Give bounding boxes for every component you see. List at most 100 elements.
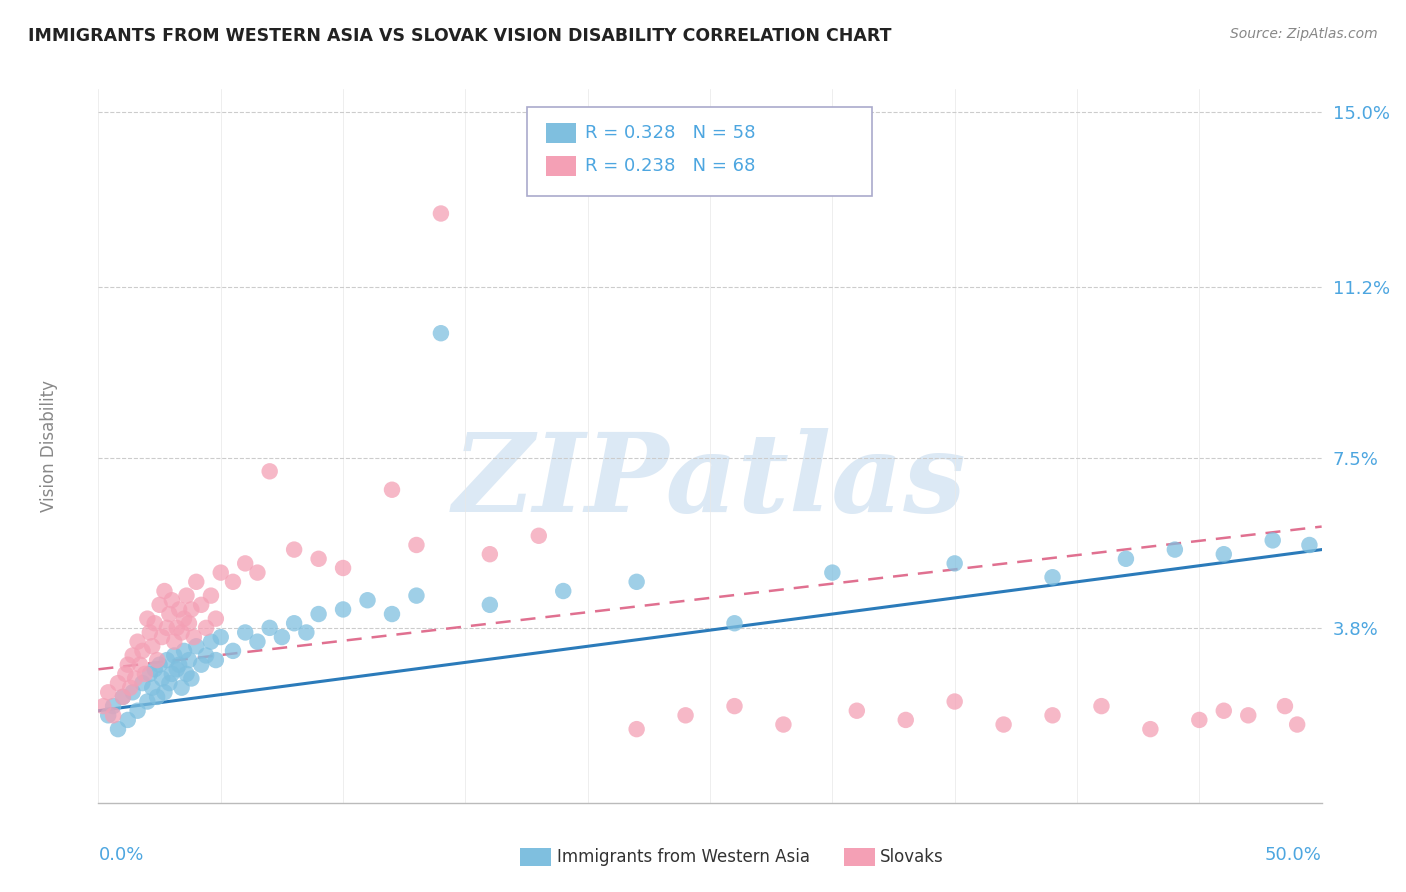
Point	[111, 690, 134, 704]
Text: Slovaks: Slovaks	[880, 848, 943, 866]
Point	[723, 616, 745, 631]
Point	[157, 676, 180, 690]
Point	[107, 676, 129, 690]
Point	[153, 584, 176, 599]
Point	[246, 634, 269, 648]
Point	[222, 574, 245, 589]
Point	[308, 607, 330, 621]
Point	[173, 612, 195, 626]
Text: IMMIGRANTS FROM WESTERN ASIA VS SLOVAK VISION DISABILITY CORRELATION CHART: IMMIGRANTS FROM WESTERN ASIA VS SLOVAK V…	[28, 27, 891, 45]
Point	[139, 625, 162, 640]
Point	[283, 542, 305, 557]
Point	[209, 630, 232, 644]
Point	[101, 699, 124, 714]
Point	[129, 657, 152, 672]
Point	[180, 602, 202, 616]
Point	[157, 607, 180, 621]
Point	[166, 621, 188, 635]
Text: ZIPatlas: ZIPatlas	[453, 428, 967, 535]
Point	[205, 653, 228, 667]
Point	[405, 589, 427, 603]
Point	[141, 681, 163, 695]
Point	[195, 648, 218, 663]
Point	[160, 593, 183, 607]
Point	[1261, 533, 1284, 548]
Point	[772, 717, 794, 731]
Point	[163, 648, 186, 663]
Point	[153, 685, 176, 699]
Point	[170, 625, 193, 640]
Point	[295, 625, 318, 640]
Point	[1212, 547, 1234, 561]
Point	[190, 657, 212, 672]
Point	[381, 607, 404, 621]
Point	[332, 561, 354, 575]
Point	[160, 666, 183, 681]
Point	[111, 690, 134, 704]
Point	[101, 708, 124, 723]
Text: 0.0%: 0.0%	[98, 846, 143, 863]
Point	[139, 666, 162, 681]
Point	[332, 602, 354, 616]
Text: R = 0.328   N = 58: R = 0.328 N = 58	[585, 124, 755, 142]
Point	[131, 644, 153, 658]
Point	[183, 630, 205, 644]
Point	[200, 589, 222, 603]
Point	[97, 708, 120, 723]
Point	[1298, 538, 1320, 552]
Point	[381, 483, 404, 497]
Point	[127, 634, 149, 648]
Point	[430, 326, 453, 341]
Point	[150, 672, 173, 686]
Point	[1115, 551, 1137, 566]
Point	[149, 657, 172, 672]
Point	[1164, 542, 1187, 557]
Point	[107, 722, 129, 736]
Point	[97, 685, 120, 699]
Point	[166, 662, 188, 676]
Point	[200, 634, 222, 648]
Point	[1274, 699, 1296, 714]
Point	[117, 713, 139, 727]
Point	[894, 713, 917, 727]
Point	[150, 630, 173, 644]
Point	[1237, 708, 1260, 723]
Text: Vision Disability: Vision Disability	[41, 380, 59, 512]
Point	[156, 653, 179, 667]
Point	[1042, 570, 1064, 584]
Point	[167, 602, 190, 616]
Point	[478, 547, 501, 561]
Point	[1188, 713, 1211, 727]
Point	[131, 676, 153, 690]
Point	[626, 574, 648, 589]
Point	[186, 640, 208, 654]
Point	[114, 666, 136, 681]
Point	[143, 616, 166, 631]
Text: Immigrants from Western Asia: Immigrants from Western Asia	[557, 848, 810, 866]
Point	[209, 566, 232, 580]
Point	[180, 672, 202, 686]
Point	[430, 206, 453, 220]
Point	[163, 634, 186, 648]
Point	[149, 598, 172, 612]
Point	[156, 621, 179, 635]
Point	[1042, 708, 1064, 723]
Point	[1212, 704, 1234, 718]
Point	[527, 529, 550, 543]
Text: Source: ZipAtlas.com: Source: ZipAtlas.com	[1230, 27, 1378, 41]
Point	[308, 551, 330, 566]
Point	[233, 557, 256, 571]
Point	[283, 616, 305, 631]
Point	[136, 694, 159, 708]
Point	[405, 538, 427, 552]
Point	[1139, 722, 1161, 736]
Point	[176, 666, 198, 681]
Point	[120, 681, 142, 695]
Point	[124, 672, 146, 686]
Point	[143, 662, 166, 676]
Point	[134, 666, 156, 681]
Point	[626, 722, 648, 736]
Point	[270, 630, 294, 644]
Point	[91, 699, 114, 714]
Point	[170, 681, 193, 695]
